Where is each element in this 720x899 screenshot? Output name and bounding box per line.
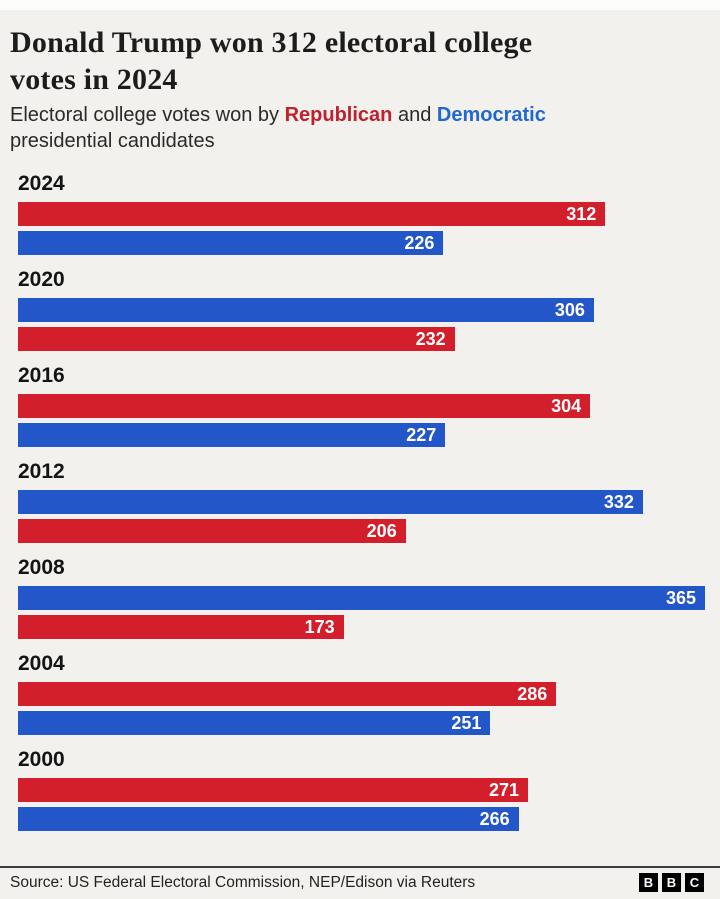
year-label-2020: 2020 xyxy=(18,268,65,291)
bar-chart: 2024 312 226 2020 306 232 2016 304 227 2012… xyxy=(18,172,705,831)
year-group-2016: 2016 304 227 xyxy=(18,364,705,447)
year-label-2012: 2012 xyxy=(18,460,65,483)
bar-democrat-2004: 251 xyxy=(18,711,491,735)
bar-value-label: 173 xyxy=(304,617,335,637)
bar-value-label: 332 xyxy=(603,492,634,512)
bar-democrat-2012: 332 xyxy=(18,490,643,514)
bar-democrat-2000: 266 xyxy=(18,807,519,831)
year-group-2004: 2004 286 251 xyxy=(18,652,705,735)
bar-republican-2008: 173 xyxy=(18,615,344,639)
bar-republican-2020: 232 xyxy=(18,327,455,351)
bar-republican-2024: 312 xyxy=(18,202,606,226)
bar-value-label: 251 xyxy=(451,713,482,733)
subtitle-republican-label: Republican xyxy=(284,104,393,126)
year-group-2024: 2024 312 226 xyxy=(18,172,705,255)
bar-value-label: 312 xyxy=(566,204,597,224)
year-label-2016: 2016 xyxy=(18,364,65,387)
year-label-2000: 2000 xyxy=(18,748,65,771)
title-line-1: Donald Trump won 312 electoral college xyxy=(10,26,533,59)
bar-value-label: 304 xyxy=(551,396,582,416)
bar-value-label: 286 xyxy=(517,684,548,704)
year-group-2012: 2012 332 206 xyxy=(18,460,705,543)
bar-value-label: 226 xyxy=(404,233,435,253)
bar-republican-2016: 304 xyxy=(18,394,591,418)
top-strip xyxy=(0,0,720,10)
page-title: Donald Trump won 312 electoral college vo… xyxy=(10,24,705,98)
bar-value-label: 365 xyxy=(665,588,696,608)
bar-value-label: 266 xyxy=(479,809,510,829)
chart-content: Donald Trump won 312 electoral college vo… xyxy=(0,10,720,866)
year-label-2024: 2024 xyxy=(18,172,65,195)
bar-democrat-2016: 227 xyxy=(18,423,446,447)
year-group-2000: 2000 271 266 xyxy=(18,748,705,831)
bbc-logo-block-3: C xyxy=(685,873,704,892)
bar-democrat-2008: 365 xyxy=(18,586,705,610)
footer: Source: US Federal Electoral Commission,… xyxy=(0,866,720,899)
year-label-2004: 2004 xyxy=(18,652,65,675)
source-text: Source: US Federal Electoral Commission,… xyxy=(10,873,476,891)
subtitle-line-2: presidential candidates xyxy=(10,130,215,152)
subtitle-prefix: Electoral college votes won by xyxy=(10,104,285,126)
bar-value-label: 232 xyxy=(415,329,446,349)
bar-value-label: 306 xyxy=(554,300,585,320)
chart-subtitle: Electoral college votes won by Republica… xyxy=(10,102,705,154)
bar-value-label: 227 xyxy=(406,425,437,445)
bar-value-label: 271 xyxy=(489,780,520,800)
bar-republican-2012: 206 xyxy=(18,519,406,543)
bbc-logo-block-2: B xyxy=(662,873,681,892)
year-group-2008: 2008 365 173 xyxy=(18,556,705,639)
bar-republican-2000: 271 xyxy=(18,778,529,802)
bar-democrat-2020: 306 xyxy=(18,298,594,322)
bar-republican-2004: 286 xyxy=(18,682,557,706)
year-label-2008: 2008 xyxy=(18,556,65,579)
year-group-2020: 2020 306 232 xyxy=(18,268,705,351)
bar-value-label: 206 xyxy=(366,521,397,541)
title-line-2: votes in 2024 xyxy=(10,63,178,96)
bar-democrat-2024: 226 xyxy=(18,231,444,255)
bbc-logo-block-1: B xyxy=(639,873,658,892)
subtitle-democratic-label: Democratic xyxy=(436,104,546,126)
bbc-logo: B B C xyxy=(639,873,704,892)
subtitle-and: and xyxy=(392,104,437,126)
